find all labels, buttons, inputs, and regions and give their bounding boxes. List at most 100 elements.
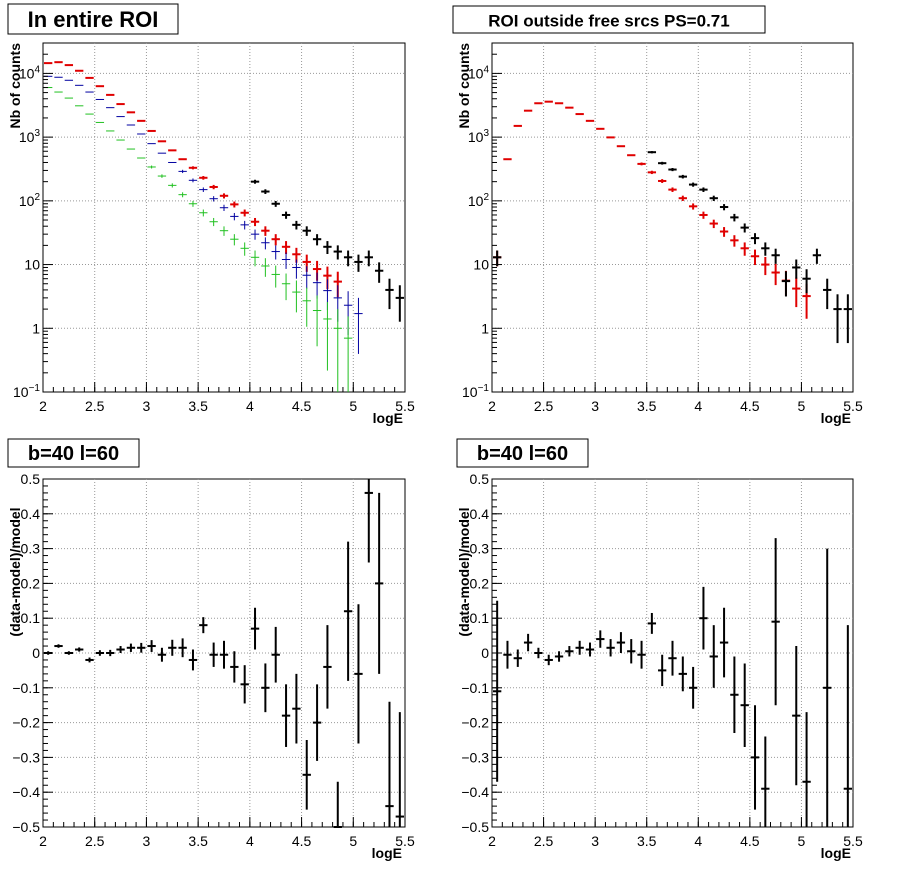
x-tick-label: 2.5 (85, 833, 105, 849)
grid (492, 479, 853, 827)
x-axis-label: logE (372, 845, 402, 861)
x-tick-label: 4.5 (740, 398, 760, 414)
x-tick-label: 5 (798, 398, 806, 414)
y-tick-label: 10 (24, 257, 40, 273)
x-tick-label: 4.5 (292, 398, 312, 414)
x-tick-label: 3 (143, 833, 151, 849)
y-tick-label: 0.3 (470, 541, 490, 557)
y-tick-label: 0.5 (21, 471, 41, 487)
y-tick-label: 0.5 (470, 471, 490, 487)
axes: 2 2.5 3 3.5 4 4.5 5 5.5 −0.5 −0.4 −0.3 −0.2 −0.1 0 0.1… (461, 471, 863, 849)
x-tick-label: 4 (246, 398, 254, 414)
x-tick-label: 5 (798, 833, 806, 849)
y-tick-label: −0.1 (12, 680, 40, 696)
y-tick-label: −0.1 (461, 680, 489, 696)
y-tick-label: 1 (481, 320, 489, 336)
y-tick-label: 103 (468, 128, 490, 145)
y-tick-label: 10−1 (13, 383, 40, 400)
x-axis-label: logE (821, 410, 851, 426)
x-tick-label: 3 (591, 833, 599, 849)
x-tick-label: 4.5 (292, 833, 312, 849)
title-box (7, 438, 140, 468)
y-tick-label: 0.2 (21, 575, 41, 591)
x-tick-label: 5.5 (395, 833, 415, 849)
x-tick-label: 2.5 (534, 398, 554, 414)
chart-title: ROI outside free srcs PS=0.71 (488, 12, 729, 31)
y-tick-label: 102 (468, 192, 490, 209)
data-marks (44, 479, 404, 828)
x-tick-label: 3.5 (637, 833, 657, 849)
x-tick-label: 2.5 (85, 398, 105, 414)
y-tick-label: −0.5 (461, 819, 489, 835)
axes: 2 2.5 3 3.5 4 4.5 5 5.5 10−1 1 10 102 103 104 (13, 42, 415, 414)
y-tick-label: −0.4 (461, 784, 489, 800)
axes: 2 2.5 3 3.5 4 4.5 5 5.5 10−1 1 10 102 103 104 (462, 42, 863, 414)
title-box (7, 3, 179, 35)
x-tick-label: 2 (488, 398, 496, 414)
x-tick-label: 2 (488, 833, 496, 849)
grid (492, 43, 853, 392)
x-tick-label: 4 (694, 398, 702, 414)
title-box (456, 438, 589, 468)
x-tick-label: 2 (39, 833, 47, 849)
chart-title: In entire ROI (28, 7, 159, 32)
x-tick-label: 2 (39, 398, 47, 414)
y-tick-label: 103 (19, 128, 41, 145)
panel-top-left: 2 2.5 3 3.5 4 4.5 5 5.5 10−1 1 10 102 103 104 In enti… (7, 3, 415, 426)
y-tick-label: 0.2 (470, 575, 490, 591)
y-axis-label: (data-model)/model (456, 507, 472, 636)
data-marks (493, 538, 852, 827)
x-tick-label: 5.5 (843, 833, 863, 849)
y-tick-label: 0.4 (21, 506, 41, 522)
y-tick-label: 0.4 (470, 506, 490, 522)
panel-bottom-right: 2 2.5 3 3.5 4 4.5 5 5.5 −0.5 −0.4 −0.3 −0.2 −0.1 0 0.1… (456, 438, 863, 861)
y-tick-label: 10−1 (462, 383, 489, 400)
chart-title: b=40 l=60 (477, 443, 568, 465)
x-tick-label: 5.5 (395, 398, 415, 414)
x-axis-label: logE (821, 845, 851, 861)
grid (43, 43, 405, 392)
x-tick-label: 3.5 (188, 833, 208, 849)
panel-bottom-left: 2 2.5 3 3.5 4 4.5 5 5.5 −0.5 −0.4 −0.3 −0.2 −0.1 0 0.1… (7, 438, 415, 861)
y-tick-label: 104 (19, 64, 41, 81)
y-tick-label: 0.1 (21, 610, 41, 626)
y-tick-label: −0.5 (12, 819, 40, 835)
y-tick-label: 1 (32, 320, 40, 336)
y-tick-label: −0.3 (12, 749, 40, 765)
y-tick-label: 10 (473, 257, 489, 273)
y-tick-label: −0.2 (12, 715, 40, 731)
x-tick-label: 2.5 (534, 833, 554, 849)
x-tick-label: 3.5 (188, 398, 208, 414)
y-tick-label: −0.3 (461, 749, 489, 765)
y-tick-label: −0.4 (12, 784, 40, 800)
y-tick-label: −0.2 (461, 715, 489, 731)
chart-title: b=40 l=60 (28, 443, 119, 465)
axes: 2 2.5 3 3.5 4 4.5 5 5.5 −0.5 −0.4 −0.3 −0.2 −0.1 0 0.1… (12, 471, 415, 849)
x-tick-label: 4.5 (740, 833, 760, 849)
data-marks (493, 100, 852, 344)
y-tick-label: 0.3 (21, 541, 41, 557)
y-tick-label: 0 (32, 645, 40, 661)
plot-frame (491, 42, 854, 393)
y-tick-label: 0 (481, 645, 489, 661)
x-tick-label: 3 (591, 398, 599, 414)
x-tick-label: 5.5 (843, 398, 863, 414)
y-axis-label: (data-model)/model (7, 507, 23, 636)
x-tick-label: 4 (246, 833, 254, 849)
panel-top-right: 2 2.5 3 3.5 4 4.5 5 5.5 10−1 1 10 102 103 104 ROI out… (452, 5, 863, 426)
x-tick-label: 5 (349, 833, 357, 849)
x-tick-label: 3 (143, 398, 151, 414)
title-box (452, 5, 766, 34)
data-marks (44, 61, 404, 392)
x-tick-label: 3.5 (637, 398, 657, 414)
y-tick-label: 0.1 (470, 610, 490, 626)
plot-frame (42, 42, 406, 393)
y-tick-label: 102 (19, 192, 41, 209)
x-tick-label: 5 (349, 398, 357, 414)
y-axis-label: Nb of counts (7, 43, 23, 129)
y-tick-label: 104 (468, 64, 490, 81)
x-tick-label: 4 (694, 833, 702, 849)
x-axis-label: logE (373, 410, 403, 426)
y-axis-label: Nb of counts (456, 43, 472, 129)
